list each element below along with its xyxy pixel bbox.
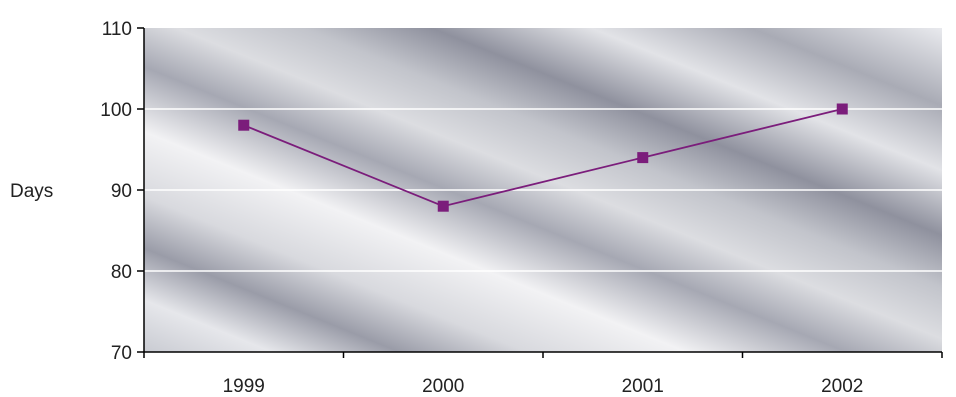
x-tick-label: 2000 xyxy=(422,376,464,397)
y-tick-label: 110 xyxy=(102,19,132,40)
y-axis-title: Days xyxy=(10,181,53,202)
x-tick-label: 2002 xyxy=(821,376,863,397)
y-axis-ticks: 70 80 90 100 110 xyxy=(100,19,144,364)
series-line xyxy=(243,108,843,208)
y-tick-label: 100 xyxy=(100,100,132,121)
data-point-marker xyxy=(437,200,449,212)
x-tick-label: 1999 xyxy=(223,376,265,397)
gridlines xyxy=(144,108,942,272)
data-point-marker xyxy=(637,152,649,164)
data-point-marker xyxy=(238,119,250,131)
y-tick-label: 80 xyxy=(111,262,132,283)
y-tick-label: 90 xyxy=(111,181,132,202)
data-point-marker xyxy=(836,103,848,115)
x-axis-ticks: 1999 2000 2001 2002 xyxy=(143,352,943,397)
series-lines xyxy=(243,108,843,208)
y-tick-label: 70 xyxy=(111,343,132,364)
series-markers xyxy=(238,103,848,212)
x-tick-label: 2001 xyxy=(622,376,664,397)
